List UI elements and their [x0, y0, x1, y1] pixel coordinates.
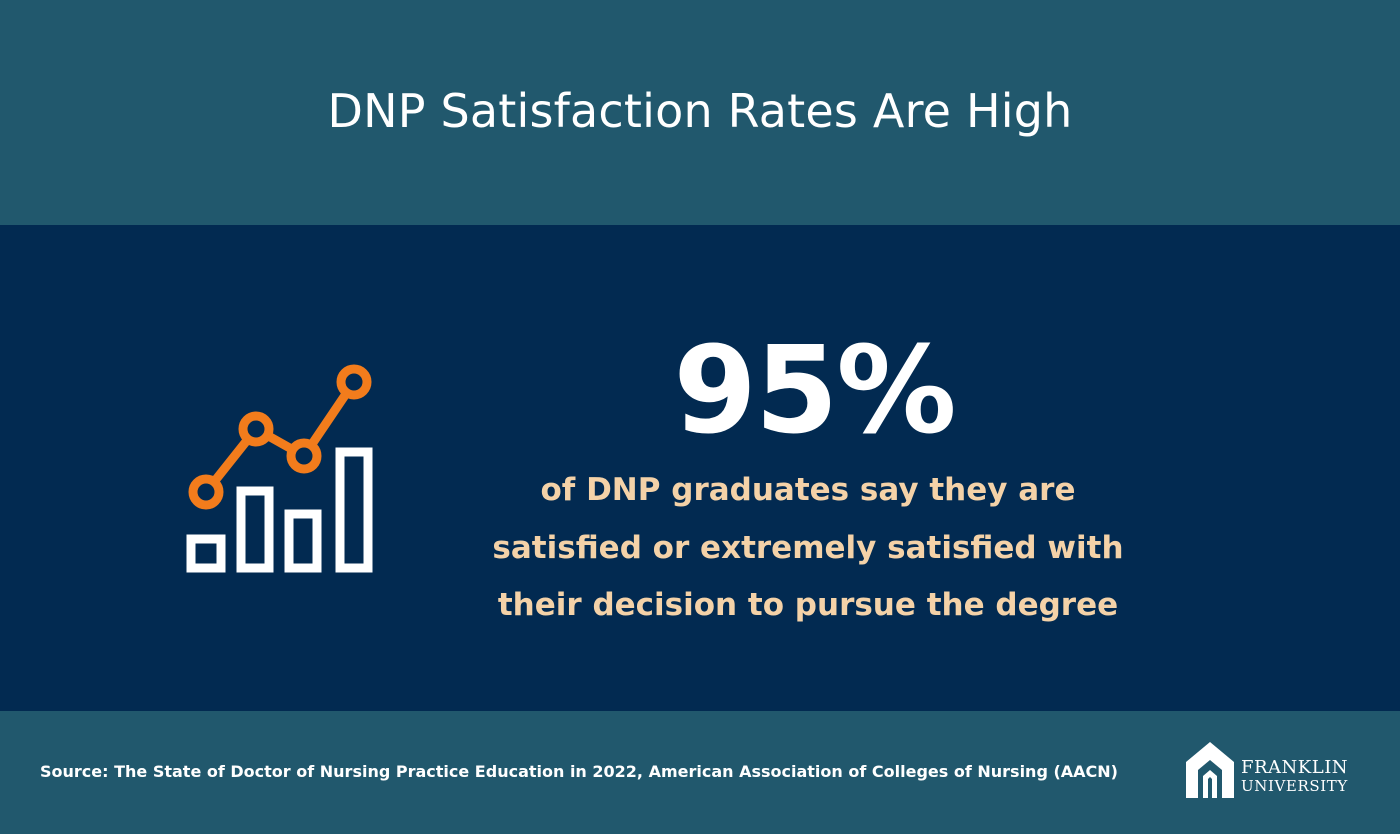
chart-icon-point-2 — [238, 411, 274, 447]
chart-icon-bar-2 — [236, 486, 274, 573]
stat-description-line: satisfied or extremely satisfied with — [492, 529, 1124, 566]
franklin-university-logo: FRANKLIN UNIVERSITY — [1184, 740, 1364, 800]
header-band: DNP Satisfaction Rates Are High — [0, 0, 1400, 225]
chart-icon-point-3 — [286, 438, 322, 474]
chart-icon-bar-1 — [186, 534, 226, 573]
stat-description-line: their decision to pursue the degree — [497, 587, 1119, 623]
bar-line-chart-icon — [186, 364, 373, 573]
chart-icon-bar-4 — [335, 447, 373, 573]
franklin-arch-icon — [1186, 742, 1234, 798]
stat-description-line: of DNP graduates say they are — [540, 472, 1076, 508]
stat-value: 95% — [673, 322, 956, 461]
logo-line-2: UNIVERSITY — [1241, 777, 1348, 795]
page-title: DNP Satisfaction Rates Are High — [327, 84, 1073, 138]
chart-icon-trend-line — [201, 377, 359, 497]
chart-icon-point-4 — [336, 364, 372, 400]
stat-band — [0, 225, 1400, 711]
footer-band — [0, 711, 1400, 834]
logo-line-1: FRANKLIN — [1241, 757, 1349, 778]
chart-icon-point-1 — [188, 474, 224, 510]
chart-icon-bar-3 — [284, 509, 322, 573]
source-citation: Source: The State of Doctor of Nursing P… — [40, 762, 1118, 781]
logo-text: FRANKLIN UNIVERSITY — [1241, 758, 1348, 796]
stat-description: of DNP graduates say they are satisfied … — [428, 462, 1188, 635]
